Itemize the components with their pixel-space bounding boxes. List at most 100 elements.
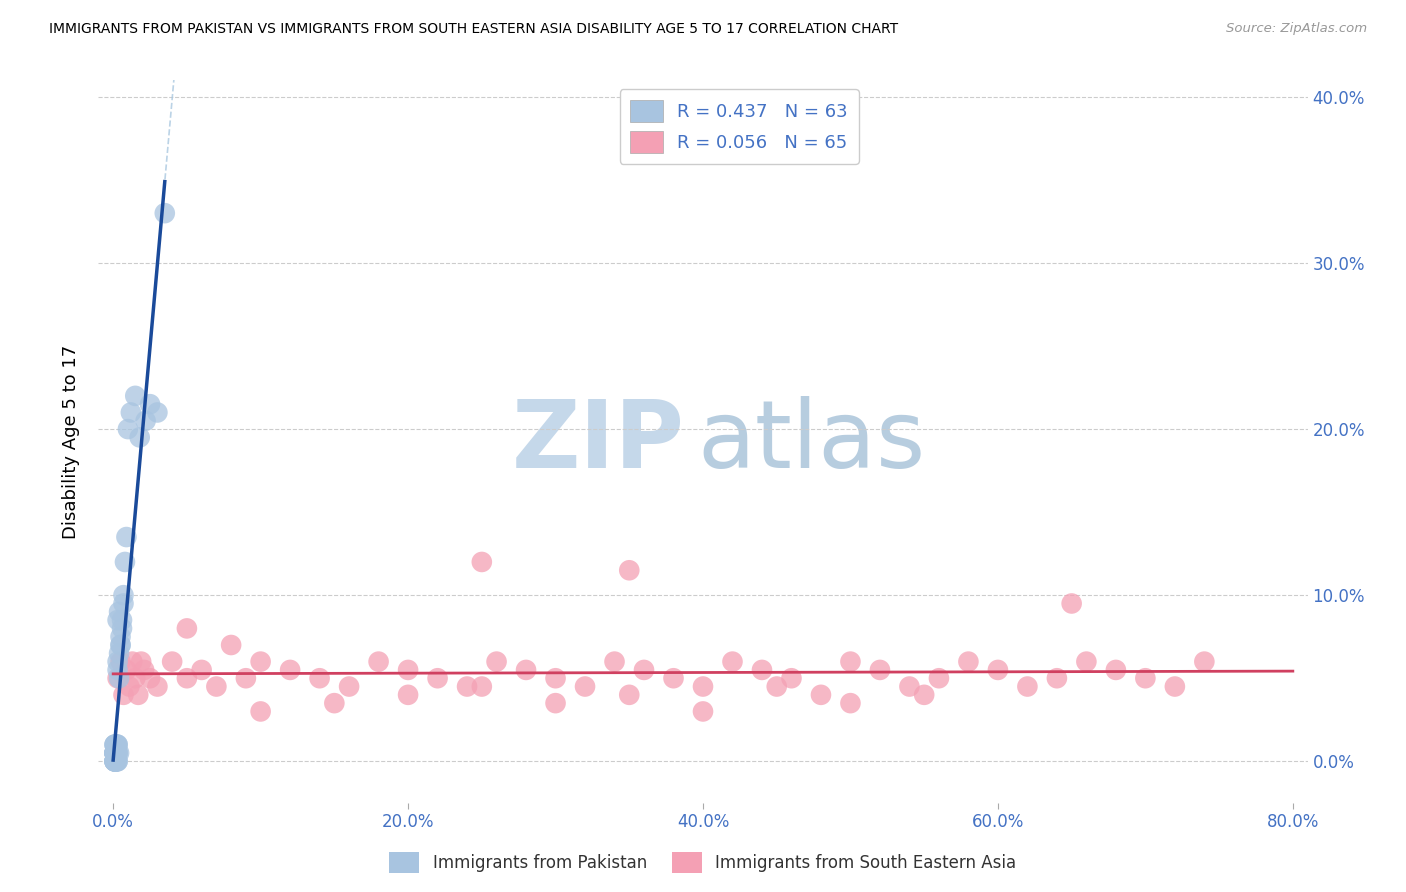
Point xyxy=(105,746,128,760)
Text: IMMIGRANTS FROM PAKISTAN VS IMMIGRANTS FROM SOUTH EASTERN ASIA DISABILITY AGE 5 : IMMIGRANTS FROM PAKISTAN VS IMMIGRANTS F… xyxy=(49,22,898,37)
Point xyxy=(104,746,127,760)
Point xyxy=(104,746,127,760)
Point xyxy=(104,754,127,768)
Point xyxy=(110,638,132,652)
Point xyxy=(121,655,143,669)
Point xyxy=(127,688,149,702)
Point xyxy=(104,754,127,768)
Text: Source: ZipAtlas.com: Source: ZipAtlas.com xyxy=(1226,22,1367,36)
Point xyxy=(105,738,128,752)
Point xyxy=(108,646,131,660)
Point xyxy=(107,663,129,677)
Point xyxy=(108,671,131,685)
Point xyxy=(120,405,142,419)
Point xyxy=(105,746,128,760)
Point xyxy=(105,746,128,760)
Point xyxy=(105,746,128,760)
Point xyxy=(662,671,685,685)
Point xyxy=(574,680,596,694)
Point xyxy=(176,621,198,635)
Point xyxy=(104,746,127,760)
Point xyxy=(396,688,419,702)
Point xyxy=(107,754,129,768)
Point xyxy=(839,655,862,669)
Point xyxy=(190,663,212,677)
Point xyxy=(139,671,162,685)
Point xyxy=(160,655,183,669)
Point xyxy=(633,663,655,677)
Point xyxy=(107,671,129,685)
Point xyxy=(110,630,132,644)
Point xyxy=(308,671,330,685)
Point xyxy=(780,671,803,685)
Point xyxy=(105,746,128,760)
Point xyxy=(104,754,127,768)
Point xyxy=(104,746,127,760)
Point xyxy=(104,738,127,752)
Point xyxy=(104,754,127,768)
Point xyxy=(104,754,127,768)
Point xyxy=(105,738,128,752)
Point xyxy=(898,680,921,694)
Point xyxy=(337,680,360,694)
Point xyxy=(1046,671,1069,685)
Point xyxy=(869,663,891,677)
Point xyxy=(104,738,127,752)
Point xyxy=(367,655,389,669)
Point xyxy=(105,746,128,760)
Point xyxy=(396,663,419,677)
Point xyxy=(219,638,242,652)
Point xyxy=(104,746,127,760)
Text: ZIP: ZIP xyxy=(512,395,685,488)
Point xyxy=(105,754,128,768)
Point xyxy=(107,738,129,752)
Point xyxy=(603,655,626,669)
Point xyxy=(118,680,141,694)
Point xyxy=(619,688,641,702)
Point xyxy=(104,746,127,760)
Point xyxy=(235,671,257,685)
Point xyxy=(544,671,567,685)
Point xyxy=(107,613,129,627)
Point xyxy=(957,655,980,669)
Point xyxy=(839,696,862,710)
Point xyxy=(153,206,176,220)
Point xyxy=(112,597,135,611)
Point xyxy=(249,705,271,719)
Point xyxy=(692,705,714,719)
Point xyxy=(810,688,832,702)
Point xyxy=(104,746,127,760)
Point xyxy=(107,754,129,768)
Point xyxy=(751,663,773,677)
Point xyxy=(124,671,146,685)
Point xyxy=(117,422,139,436)
Point xyxy=(323,696,346,710)
Point xyxy=(105,754,128,768)
Point xyxy=(146,680,169,694)
Point xyxy=(134,663,156,677)
Point xyxy=(692,680,714,694)
Point xyxy=(115,663,138,677)
Point xyxy=(110,638,132,652)
Point xyxy=(104,754,127,768)
Point xyxy=(111,613,134,627)
Point xyxy=(124,389,146,403)
Point xyxy=(105,754,128,768)
Point xyxy=(721,655,744,669)
Point xyxy=(107,746,129,760)
Point xyxy=(515,663,537,677)
Point xyxy=(114,555,136,569)
Point xyxy=(544,696,567,710)
Point xyxy=(107,746,129,760)
Point xyxy=(912,688,935,702)
Point xyxy=(987,663,1010,677)
Y-axis label: Disability Age 5 to 17: Disability Age 5 to 17 xyxy=(62,344,80,539)
Point xyxy=(110,655,132,669)
Point xyxy=(135,414,157,428)
Point xyxy=(619,563,641,577)
Text: atlas: atlas xyxy=(697,395,925,488)
Point xyxy=(471,680,494,694)
Point xyxy=(112,688,135,702)
Point xyxy=(176,671,198,685)
Legend: Immigrants from Pakistan, Immigrants from South Eastern Asia: Immigrants from Pakistan, Immigrants fro… xyxy=(382,846,1024,880)
